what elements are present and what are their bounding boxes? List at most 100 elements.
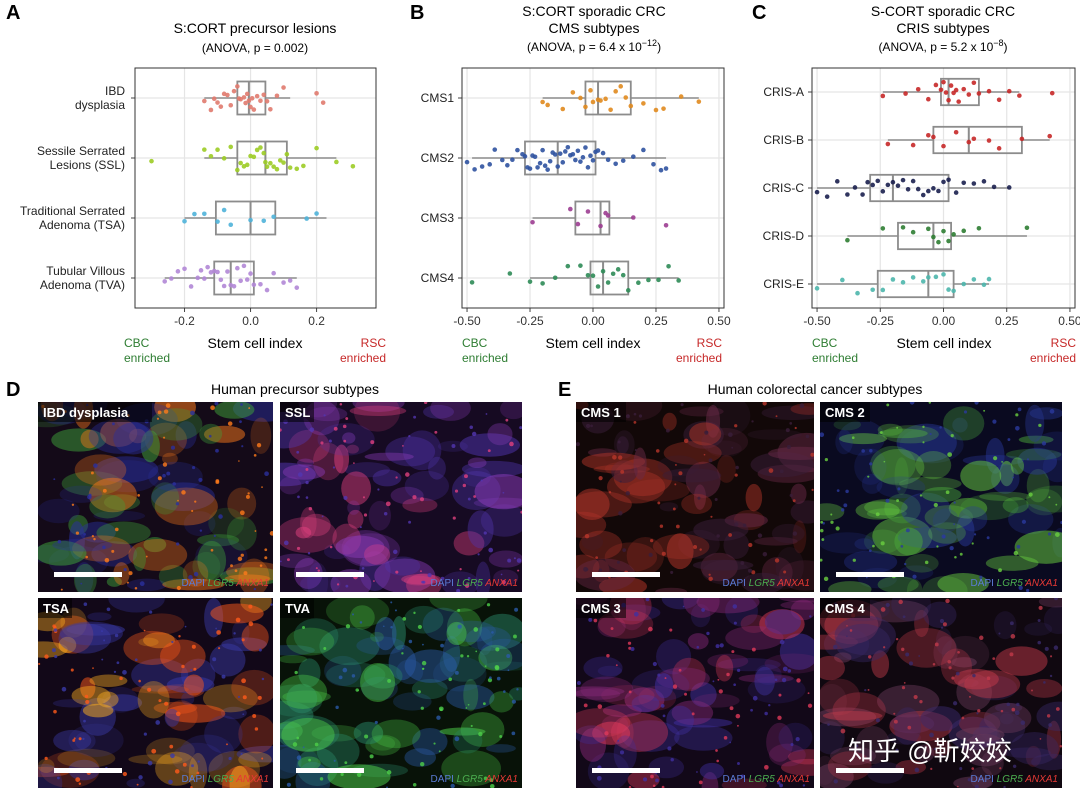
data-point [590,99,596,105]
tissue-blob [690,604,711,628]
tissue-blob [932,508,960,534]
tissue-blob [904,554,939,573]
tissue-blob [59,485,103,503]
tissue-speck [489,676,492,680]
data-point [258,281,263,287]
data-point [696,99,702,104]
tissue-speck [583,703,588,708]
tissue-speck [867,688,870,691]
tissue-blob [479,638,522,671]
tissue-speck [764,764,769,770]
tissue-speck [241,638,245,642]
tissue-speck [849,629,853,632]
tissue-blob [372,469,402,487]
stain-legend: DAPI LGR5 ANXA1 [971,578,1058,589]
tissue-speck [305,467,309,471]
x-tick-label: 0.00 [932,314,956,328]
tissue-speck [221,674,226,679]
data-point [676,278,681,283]
tissue-blob [790,599,814,621]
tissue-speck [72,739,76,742]
tissue-blob [392,692,432,711]
data-point [320,100,326,105]
tissue-speck [703,453,706,456]
tissue-blob [820,707,877,727]
tissue-speck [748,568,753,573]
tissue-speck [254,530,257,532]
tissue-blob [364,452,414,461]
tissue-speck [643,777,648,782]
data-point [244,162,250,168]
tissue-blob [280,655,308,664]
tissue-speck [670,757,674,762]
tissue-blob [740,614,768,634]
tissue-blob [484,661,522,671]
tissue-blob [93,510,146,522]
data-point [507,271,513,276]
tissue-blob [663,441,722,465]
tissue-blob [453,531,485,556]
tissue-blob [822,710,883,721]
data-point [595,148,601,153]
tissue-blob [896,628,957,668]
tissue-speck [451,444,456,448]
tissue-blob [53,729,92,752]
category-label: CRIS-C [763,181,805,195]
tissue-blob [787,749,814,765]
data-point [1047,133,1053,139]
tissue-blob [154,487,218,526]
tissue-blob [467,457,487,469]
tissue-blob [151,482,180,515]
tissue-speck [333,759,336,762]
tissue-speck [598,568,603,572]
tissue-speck [786,444,791,449]
tissue-blob [39,765,58,777]
tissue-speck [1047,532,1052,536]
legend-anxa1: ANXA1 [235,578,269,589]
tissue-blob [771,523,805,544]
tissue-speck [491,631,494,634]
data-point [890,179,896,185]
tissue-speck [242,695,247,700]
tissue-speck [669,628,673,632]
tissue-speck [270,603,273,606]
data-point [228,222,234,228]
tissue-blob [960,460,1002,492]
category-label: CRIS-D [763,229,805,243]
tissue-blob [672,657,706,692]
tissue-speck [394,609,397,612]
data-point [472,167,477,172]
tissue-speck [164,701,169,706]
tissue-blob [374,616,397,651]
tissue-blob [701,427,749,456]
tissue-speck [1037,619,1041,623]
data-point [162,279,168,284]
data-point [274,93,280,99]
tissue-speck [929,732,934,738]
tissue-blob [872,516,933,557]
tissue-speck [830,513,833,516]
tissue-blob [390,486,424,505]
tissue-blob [896,423,957,462]
tissue-blob [281,717,335,752]
x-tick-label: -0.25 [867,314,895,328]
data-point [215,147,220,153]
tissue-speck [617,739,620,742]
category-label: CMS4 [421,271,455,285]
data-point [248,217,253,223]
tissue-speck [427,572,432,578]
tissue-blob [778,560,814,591]
tissue-speck [405,472,410,477]
tissue-speck [737,668,741,672]
tissue-blob [674,725,733,751]
data-point [334,159,339,165]
tissue-speck [286,558,290,562]
micrograph-cms-3 [576,598,814,788]
tissue-speck [699,548,702,551]
tissue-speck [433,742,436,745]
data-point [915,86,921,92]
data-point [590,273,596,279]
legend-anxa1: ANXA1 [484,774,518,785]
tissue-blob [690,682,717,708]
tissue-speck [297,495,300,499]
